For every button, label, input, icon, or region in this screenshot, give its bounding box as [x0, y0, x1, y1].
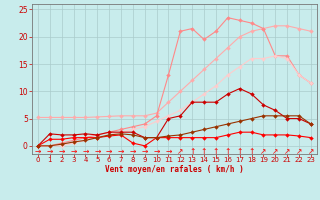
Text: ↗: ↗ — [308, 147, 314, 156]
Text: →: → — [47, 147, 53, 156]
Text: →: → — [59, 147, 65, 156]
Text: →: → — [82, 147, 89, 156]
Text: ↑: ↑ — [236, 147, 243, 156]
Text: ↗: ↗ — [260, 147, 267, 156]
Text: →: → — [118, 147, 124, 156]
Text: →: → — [70, 147, 77, 156]
Text: ↑: ↑ — [213, 147, 219, 156]
Text: →: → — [153, 147, 160, 156]
Text: ↑: ↑ — [201, 147, 207, 156]
Text: →: → — [141, 147, 148, 156]
Text: ↑: ↑ — [189, 147, 196, 156]
Text: →: → — [94, 147, 100, 156]
X-axis label: Vent moyen/en rafales ( km/h ): Vent moyen/en rafales ( km/h ) — [105, 165, 244, 174]
Text: ↑: ↑ — [248, 147, 255, 156]
Text: →: → — [165, 147, 172, 156]
Text: ↗: ↗ — [284, 147, 290, 156]
Text: →: → — [35, 147, 41, 156]
Text: ↗: ↗ — [177, 147, 184, 156]
Text: →: → — [106, 147, 112, 156]
Text: ↗: ↗ — [296, 147, 302, 156]
Text: →: → — [130, 147, 136, 156]
Text: ↑: ↑ — [225, 147, 231, 156]
Text: ↗: ↗ — [272, 147, 278, 156]
